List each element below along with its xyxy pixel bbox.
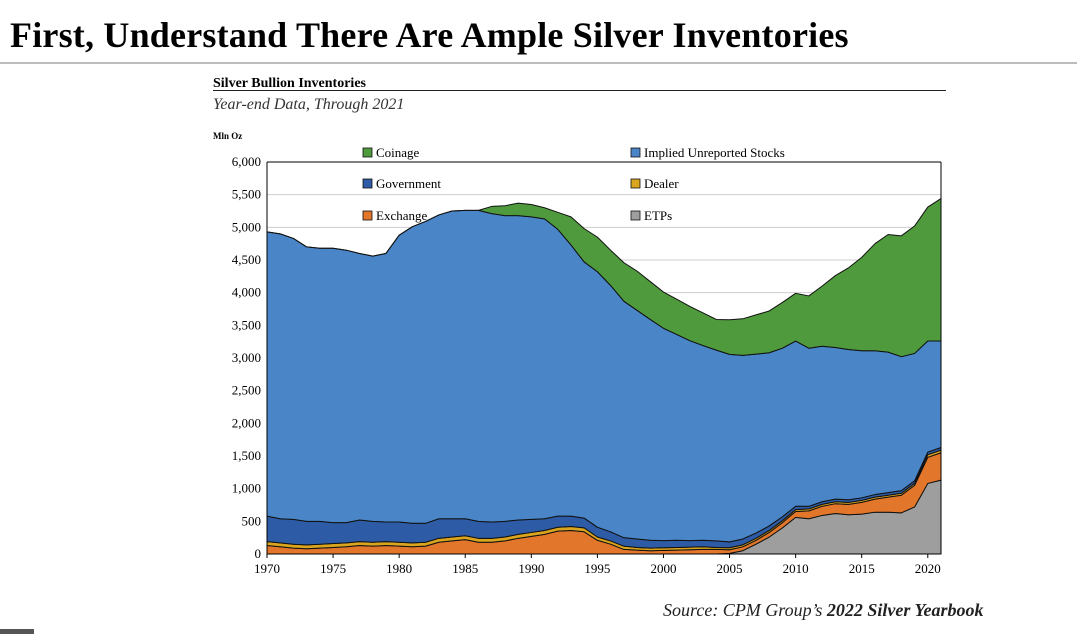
y-tick-label: 1,500 [232,448,261,463]
source-prefix: Source: CPM Group’s [663,600,827,620]
source-title: 2022 Silver Yearbook [826,600,984,620]
y-tick-label: 0 [255,546,262,561]
x-tick-label: 2000 [650,561,676,576]
y-tick-label: 3,500 [232,317,261,332]
x-tick-label: 1990 [518,561,544,576]
y-tick-label: 2,500 [232,383,261,398]
y-tick-label: 4,000 [232,285,261,300]
legend-label-coinage: Coinage [376,145,420,160]
chart-title: Silver Bullion Inventories [213,76,366,91]
legend-label-dealer: Dealer [644,176,679,191]
x-tick-label: 2005 [717,561,743,576]
x-tick-label: 2015 [849,561,875,576]
legend-label-government: Government [376,176,441,191]
x-tick-label: 1975 [320,561,346,576]
y-tick-label: 500 [242,513,262,528]
legend-swatch-implied-unreported-stocks [630,147,641,158]
legend-swatch-coinage [362,147,373,158]
y-tick-label: 5,500 [232,187,261,202]
x-tick-label: 1980 [386,561,412,576]
x-tick-label: 1970 [254,561,280,576]
chart-subtitle: Year-end Data, Through 2021 [213,96,405,113]
legend-swatch-exchange [362,210,373,221]
y-axis-unit-label: Mln Oz [213,131,243,141]
x-tick-label: 2010 [783,561,809,576]
x-tick-label: 1995 [584,561,610,576]
legend-swatch-dealer [630,178,641,189]
y-tick-label: 4,500 [232,252,261,267]
chart-title-underline [213,90,946,91]
axes: 0 500 1,000 1,500 2,000 2,500 3,000 3,500 4,000 4… [232,154,942,576]
y-tick-label: 2,000 [232,415,261,430]
x-tick-label: 1985 [452,561,478,576]
legend-swatch-government [362,178,373,189]
page-headline: First, Understand There Are Ample Silver… [10,15,849,55]
legend: Coinage Implied Unreported Stocks Governme… [362,145,785,223]
y-tick-label: 3,000 [232,350,261,365]
legend-label-exchange: Exchange [376,208,427,223]
legend-label-etps: ETPs [644,208,672,223]
legend-swatch-etps [630,210,641,221]
y-tick-label: 1,000 [232,481,261,496]
x-tick-label: 2020 [915,561,941,576]
y-tick-label: 6,000 [232,154,261,169]
legend-label-implied-unreported-stocks: Implied Unreported Stocks [644,145,785,160]
headline-divider [0,62,1077,64]
source-note: Source: CPM Group’s 2022 Silver Yearbook [663,600,984,621]
corner-mark [0,629,34,634]
y-tick-label: 5,000 [232,219,261,234]
